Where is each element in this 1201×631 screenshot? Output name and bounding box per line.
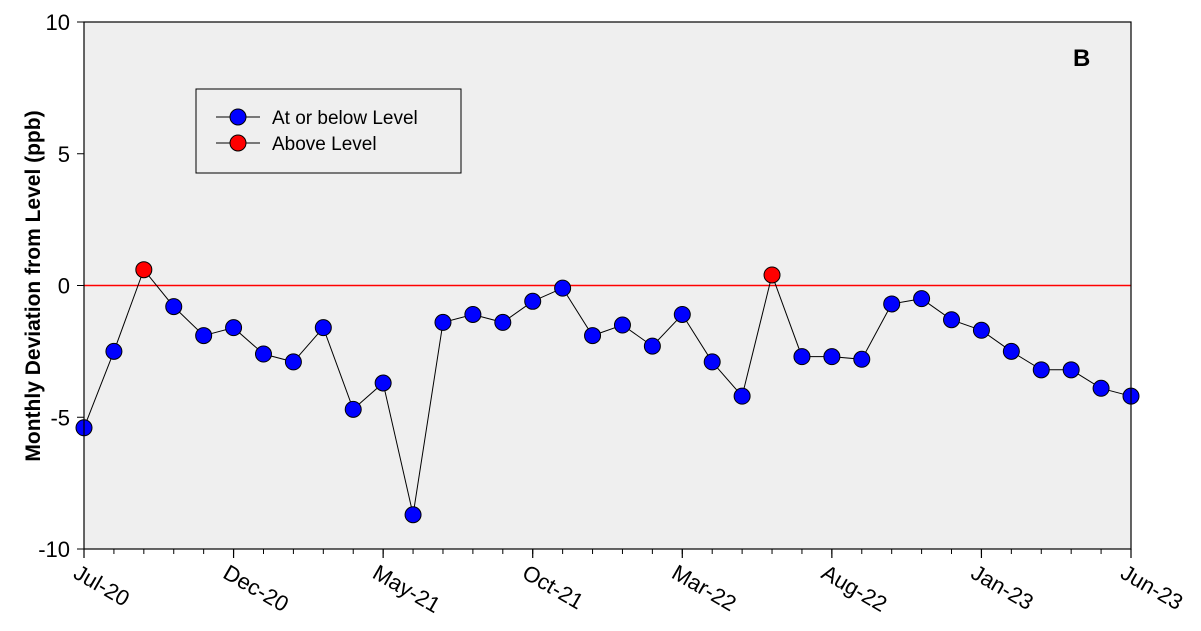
data-point-13	[464, 305, 482, 323]
data-point-5	[225, 319, 243, 337]
data-point-24	[793, 348, 811, 366]
data-point-33	[1062, 361, 1080, 379]
data-point-18	[613, 316, 631, 334]
data-point-16	[554, 279, 572, 297]
data-point-14	[494, 313, 512, 331]
data-point-7	[284, 353, 302, 371]
data-point-17	[584, 327, 602, 345]
data-point-3	[165, 298, 183, 316]
x-tick-label-4: Mar-22	[668, 560, 741, 616]
data-point-6	[254, 345, 272, 363]
data-point-34	[1092, 379, 1110, 397]
legend-marker-0	[229, 108, 247, 126]
data-point-29	[943, 311, 961, 329]
series-group	[75, 261, 1140, 524]
y-tick-label-0: 10	[46, 10, 70, 35]
data-point-12	[434, 313, 452, 331]
data-point-15	[524, 292, 542, 310]
data-point-1	[105, 342, 123, 360]
x-tick-label-1: Dec-20	[219, 560, 293, 617]
data-point-23	[763, 266, 781, 284]
data-point-25	[823, 348, 841, 366]
data-point-22	[733, 387, 751, 405]
data-point-26	[853, 350, 871, 368]
data-point-32	[1032, 361, 1050, 379]
x-tick-label-5: Aug-22	[817, 560, 891, 617]
x-tick-label-2: May-21	[369, 560, 445, 618]
data-point-9	[344, 400, 362, 418]
x-tick-label-7: Jun-23	[1117, 560, 1188, 615]
data-point-11	[404, 506, 422, 524]
legend-marker-1	[229, 134, 247, 152]
x-tick-label-3: Oct-21	[518, 560, 588, 615]
data-point-2	[135, 261, 153, 279]
y-tick-label-4: -10	[38, 537, 70, 562]
x-tick-label-6: Jan-23	[967, 560, 1038, 615]
data-point-21	[703, 353, 721, 371]
data-point-30	[972, 321, 990, 339]
data-point-20	[673, 305, 691, 323]
data-point-31	[1002, 342, 1020, 360]
legend-label-0: At or below Level	[272, 108, 418, 129]
plot-frame	[83, 21, 1132, 550]
data-point-8	[314, 319, 332, 337]
legend-box	[195, 88, 462, 174]
y-tick-label-1: 5	[58, 142, 70, 167]
y-axis-title: Monthly Deviation from Level (ppb)	[22, 110, 45, 461]
data-point-19	[643, 337, 661, 355]
panel-label: B	[1073, 45, 1090, 72]
data-point-4	[195, 327, 213, 345]
y-tick-label-3: -5	[50, 405, 70, 430]
y-tick-label-2: 0	[58, 274, 70, 299]
legend: At or below Level Above Level	[195, 88, 462, 174]
x-tick-label-0: Jul-20	[70, 560, 134, 612]
data-point-27	[883, 295, 901, 313]
legend-label-1: Above Level	[272, 134, 377, 155]
data-point-10	[374, 374, 392, 392]
data-point-28	[913, 290, 931, 308]
